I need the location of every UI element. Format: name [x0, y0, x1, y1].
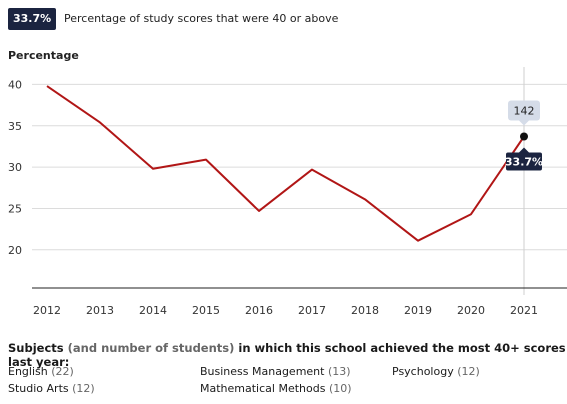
subject-count: (10) — [328, 382, 352, 395]
x-tick-label: 2020 — [457, 304, 485, 317]
x-tick-label: 2014 — [139, 304, 167, 317]
subjects-heading-main: Subjects — [8, 341, 64, 355]
x-tick-label: 2021 — [510, 304, 538, 317]
subject-item-mathematical-methods: Mathematical Methods (10) — [200, 382, 352, 395]
subjects-heading: Subjects (and number of students) in whi… — [8, 341, 567, 369]
x-tick-label: 2017 — [298, 304, 326, 317]
x-tick-label: 2012 — [33, 304, 61, 317]
percentage-badge: 33.7% — [8, 8, 57, 30]
value-label-box — [506, 152, 542, 171]
x-tick-label: 2015 — [192, 304, 220, 317]
subject-count: (12) — [72, 382, 95, 395]
subject-item-psychology: Psychology (12) — [392, 365, 480, 378]
subject-item-business-management: Business Management (13) — [200, 365, 351, 378]
subjects-heading-rest: in which this school achieved the most 4… — [8, 341, 566, 369]
count-tooltip — [508, 100, 540, 121]
count-tooltip-pointer — [519, 120, 529, 126]
y-tick-label: 25 — [8, 202, 22, 215]
count-tooltip-label: 142 — [514, 105, 535, 118]
subjects-heading-note: (and number of students) — [67, 341, 235, 355]
subject-count: (22) — [51, 365, 74, 378]
highlight-point — [520, 132, 528, 141]
x-tick-label: 2016 — [245, 304, 273, 317]
subject-count: (12) — [457, 365, 480, 378]
subject-item-english: English (22) — [8, 365, 74, 378]
value-label: 33.7% — [505, 156, 543, 169]
subject-name: Business Management — [200, 365, 325, 378]
line-chart: 20 25 30 35 40 2012 2013 2014 2015 2016 2017 2018 20… — [8, 67, 567, 317]
subject-name: Psychology — [392, 365, 454, 378]
x-tick-label: 2013 — [86, 304, 114, 317]
x-tick-label: 2019 — [404, 304, 432, 317]
y-tick-label: 35 — [8, 120, 22, 133]
subject-name: English — [8, 365, 48, 378]
y-axis-label: Percentage — [8, 49, 79, 62]
chart-title: Percentage of study scores that were 40 … — [64, 12, 339, 25]
x-tick-label: 2018 — [351, 304, 379, 317]
y-tick-label: 20 — [8, 244, 22, 257]
value-label-pointer — [519, 147, 529, 153]
y-tick-label: 40 — [8, 78, 22, 91]
subject-count: (13) — [327, 365, 351, 378]
subject-item-studio-arts: Studio Arts (12) — [8, 382, 95, 395]
subject-name: Studio Arts — [8, 382, 69, 395]
series-line — [46, 85, 525, 242]
y-tick-label: 30 — [8, 161, 22, 174]
subject-name: Mathematical Methods — [200, 382, 326, 395]
